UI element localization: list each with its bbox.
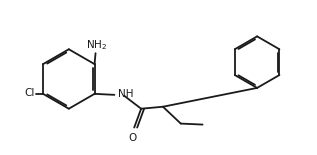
Text: NH$_2$: NH$_2$ [86, 38, 107, 52]
Text: NH: NH [118, 89, 134, 99]
Text: Cl: Cl [25, 88, 35, 98]
Text: O: O [128, 133, 136, 143]
